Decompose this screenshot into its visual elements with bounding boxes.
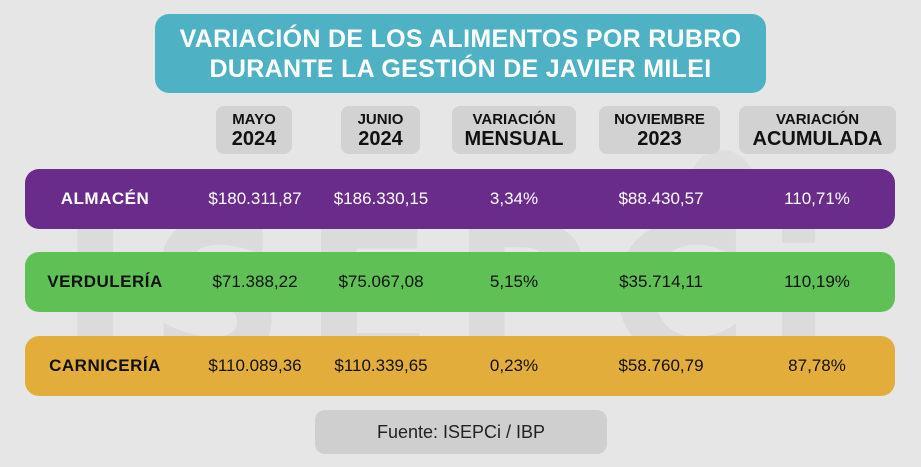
table-row-carniceria: CARNICERÍA $110.089,36 $110.339,65 0,23%… bbox=[25, 336, 895, 396]
column-header-line-1: JUNIO bbox=[357, 110, 404, 128]
source-note: Fuente: ISEPCi / IBP bbox=[315, 410, 607, 454]
table-cell: $58.760,79 bbox=[618, 356, 704, 375]
table-cell: 110,71% bbox=[784, 189, 850, 208]
table-cell: $75.067,08 bbox=[338, 272, 424, 291]
column-header-noviembre-2023: NOVIEMBRE 2023 bbox=[599, 106, 720, 154]
row-label: ALMACÉN bbox=[60, 189, 150, 208]
column-header-variacion-acumulada: VARIACIÓN ACUMULADA bbox=[739, 106, 896, 154]
column-header-line-2: ACUMULADA bbox=[752, 127, 883, 150]
table-cell: $110.089,36 bbox=[208, 356, 302, 375]
column-header-line-2: 2024 bbox=[358, 127, 403, 150]
chart-title: VARIACIÓN DE LOS ALIMENTOS POR RUBRO DUR… bbox=[155, 14, 766, 93]
column-header-line-2: 2024 bbox=[231, 127, 277, 150]
column-header-line-1: VARIACIÓN bbox=[775, 110, 860, 128]
table-cell: $186.330,15 bbox=[333, 189, 429, 208]
column-header-variacion-mensual: VARIACIÓN MENSUAL bbox=[452, 106, 576, 154]
table-cell: $35.714,11 bbox=[619, 272, 703, 291]
table-cell: 87,78% bbox=[788, 356, 846, 375]
table-cell: 5,15% bbox=[489, 272, 539, 291]
row-label: VERDULERÍA bbox=[47, 272, 163, 291]
table-cell: $88.430,57 bbox=[618, 189, 704, 208]
column-header-junio-2024: JUNIO 2024 bbox=[341, 106, 420, 154]
table-cell: $71.388,22 bbox=[212, 272, 298, 291]
title-line-1: VARIACIÓN DE LOS ALIMENTOS POR RUBRO bbox=[179, 24, 742, 53]
column-header-line-2: 2023 bbox=[637, 127, 682, 150]
column-header-line-1: VARIACIÓN bbox=[472, 110, 556, 128]
column-header-mayo-2024: MAYO 2024 bbox=[216, 106, 292, 154]
table-cell: $180.311,87 bbox=[208, 189, 302, 208]
table-cell: 3,34% bbox=[489, 189, 539, 208]
row-label: CARNICERÍA bbox=[49, 356, 161, 375]
table-cell: 110,19% bbox=[784, 272, 850, 291]
column-header-line-2: MENSUAL bbox=[464, 127, 564, 150]
table-cell: $110.339,65 bbox=[334, 356, 428, 375]
table-row-verduleria: VERDULERÍA $71.388,22 $75.067,08 5,15% $… bbox=[25, 252, 895, 312]
column-header-line-1: MAYO bbox=[232, 110, 276, 128]
column-header-line-1: NOVIEMBRE bbox=[614, 110, 705, 128]
title-line-2: DURANTE LA GESTIÓN DE JAVIER MILEI bbox=[209, 54, 712, 83]
table-row-almacen: ALMACÉN $180.311,87 $186.330,15 3,34% $8… bbox=[25, 169, 895, 229]
table-cell: 0,23% bbox=[489, 356, 539, 375]
